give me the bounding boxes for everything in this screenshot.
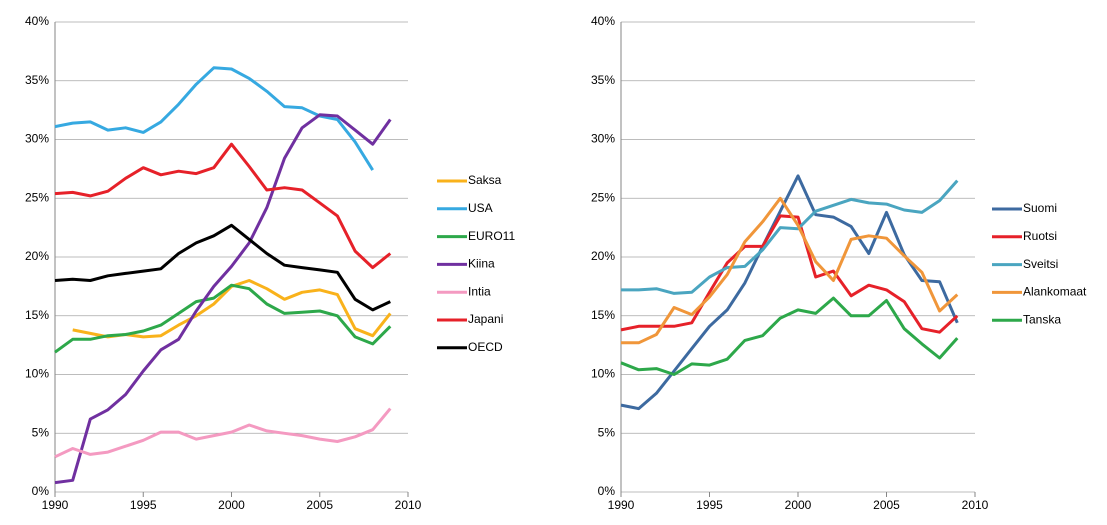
- x-tick-label: 1990: [42, 498, 69, 512]
- legend-label: Tanska: [1023, 312, 1061, 326]
- series-line: [72, 279, 392, 339]
- y-tick-label: 30%: [25, 132, 49, 146]
- y-tick-label: 0%: [32, 484, 50, 498]
- legend-label: Alankomaat: [1023, 285, 1087, 299]
- legend-label: Sveitsi: [1023, 257, 1058, 271]
- legend-label: Intia: [468, 284, 491, 298]
- y-tick-label: 5%: [32, 425, 50, 439]
- y-tick-label: 20%: [591, 249, 615, 263]
- y-tick-label: 15%: [25, 308, 49, 322]
- series-line: [54, 113, 392, 485]
- y-tick-label: 10%: [591, 367, 615, 381]
- legend-label: Ruotsi: [1023, 229, 1057, 243]
- series-line: [620, 174, 959, 411]
- y-tick-label: 25%: [591, 190, 615, 204]
- x-tick-label: 1990: [608, 498, 635, 512]
- y-tick-label: 0%: [598, 484, 616, 498]
- series-line: [54, 142, 392, 270]
- y-tick-label: 35%: [591, 73, 615, 87]
- legend-label: Suomi: [1023, 201, 1057, 215]
- x-tick-label: 1995: [696, 498, 723, 512]
- legend-label: Kiina: [468, 257, 495, 271]
- series-line: [620, 214, 959, 334]
- legend-label: Saksa: [468, 173, 502, 187]
- legend-label: USA: [468, 201, 493, 215]
- series-line: [54, 223, 391, 312]
- series-line: [621, 196, 959, 345]
- y-tick-label: 30%: [591, 132, 615, 146]
- x-tick-label: 2010: [395, 498, 422, 512]
- series-line: [54, 407, 392, 459]
- y-tick-label: 20%: [25, 249, 49, 263]
- series-line: [621, 179, 959, 295]
- y-tick-label: 25%: [25, 190, 49, 204]
- y-tick-label: 10%: [25, 367, 49, 381]
- x-tick-label: 2005: [873, 498, 900, 512]
- y-tick-label: 40%: [591, 14, 615, 28]
- x-tick-label: 2010: [962, 498, 989, 512]
- series-line: [54, 283, 392, 354]
- series-line: [620, 296, 959, 376]
- y-tick-label: 5%: [598, 425, 616, 439]
- y-tick-label: 35%: [25, 73, 49, 87]
- y-tick-label: 15%: [591, 308, 615, 322]
- y-tick-label: 40%: [25, 14, 49, 28]
- x-tick-label: 2005: [306, 498, 333, 512]
- series-line: [54, 66, 374, 171]
- legend-label: Japani: [468, 312, 503, 326]
- x-tick-label: 2000: [218, 498, 245, 512]
- legend-label: EURO11: [468, 229, 515, 243]
- x-tick-label: 2000: [785, 498, 812, 512]
- legend-label: OECD: [468, 340, 503, 354]
- x-tick-label: 1995: [130, 498, 157, 512]
